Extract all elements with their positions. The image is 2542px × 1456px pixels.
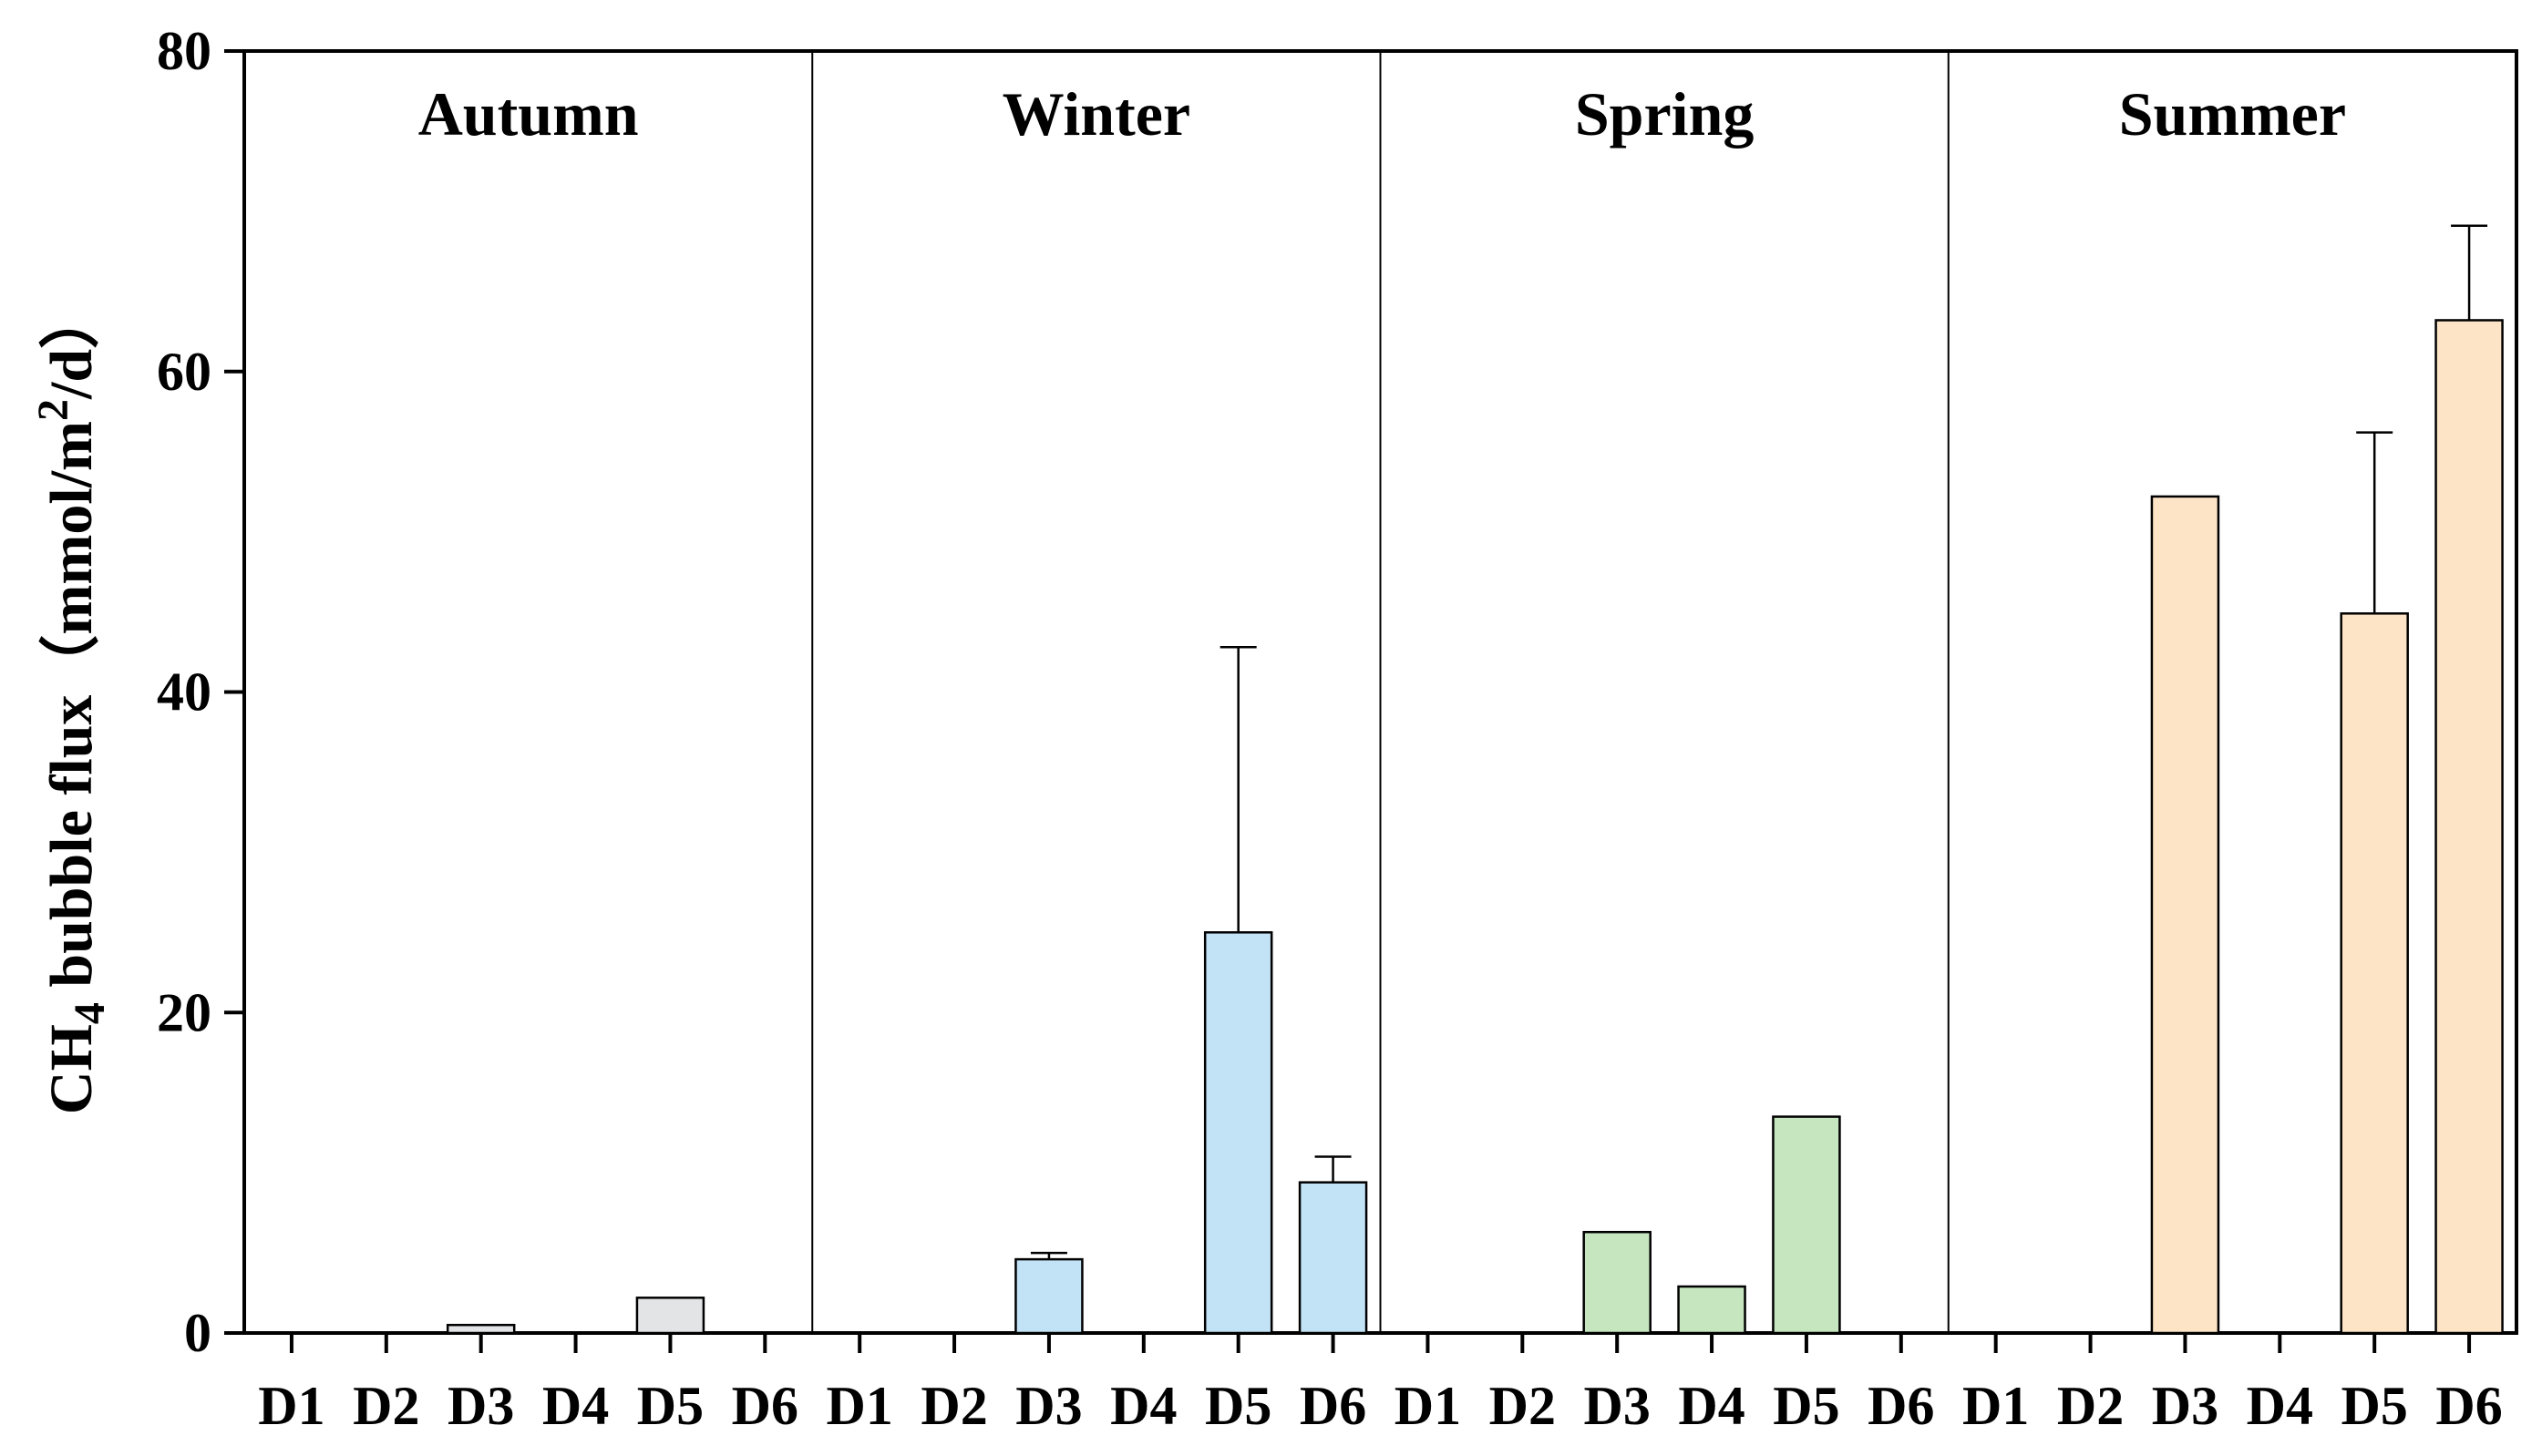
x-tick-label: D1 (1962, 1376, 2029, 1436)
x-tick-label: D4 (542, 1376, 609, 1436)
x-tick-label: D3 (1584, 1376, 1651, 1436)
y-axis-label-prefix: CH (38, 1024, 105, 1114)
season-label: Winter (1003, 79, 1191, 149)
y-axis-label-middle: bubble flux（mmol/m (37, 421, 105, 1002)
x-tick-label: D6 (1300, 1376, 1366, 1436)
x-tick-label: D5 (1205, 1376, 1271, 1436)
bar-summer-d3 (2150, 495, 2220, 1335)
bar-spring-d5 (1772, 1115, 1841, 1335)
season-label: Autumn (418, 79, 639, 149)
x-tick-label: D5 (1773, 1376, 1839, 1436)
x-tick-label: D4 (1110, 1376, 1177, 1436)
x-tick-label: D5 (2341, 1376, 2408, 1436)
bar-autumn-d3 (446, 1323, 516, 1335)
x-tick-label: D2 (2057, 1376, 2124, 1436)
bar-spring-d3 (1582, 1230, 1652, 1335)
bar-summer-d5 (2340, 612, 2409, 1335)
x-tick-label: D2 (353, 1376, 419, 1436)
bar-spring-d4 (1677, 1285, 1746, 1335)
bar-winter-d3 (1014, 1257, 1084, 1335)
x-tick-label: D4 (2247, 1376, 2313, 1436)
x-tick-label: D1 (258, 1376, 324, 1436)
bar-summer-d6 (2434, 319, 2504, 1335)
x-tick-label: D6 (732, 1376, 798, 1436)
y-tick-label: 60 (157, 342, 211, 402)
y-tick-label: 80 (157, 21, 211, 81)
bar-autumn-d5 (635, 1297, 705, 1335)
plot-area: 0 20 40 60 80 Autumn D1 D2 D3 D4 D5 D6 Winter D1 D2 D3 D… (157, 21, 2518, 1436)
y-tick-label: 20 (157, 982, 211, 1042)
x-tick-label: D5 (637, 1376, 704, 1436)
season-label: Spring (1575, 79, 1755, 149)
y-axis-label: CH4 bubble flux（mmol/m2/d） (29, 289, 114, 1114)
x-tick-label: D4 (1678, 1376, 1744, 1436)
y-axis-label-subscript: 4 (66, 1002, 114, 1024)
bar-winter-d5 (1203, 931, 1273, 1335)
bar-winter-d6 (1298, 1181, 1368, 1335)
x-tick-label: D1 (1394, 1376, 1461, 1436)
x-tick-label: D1 (827, 1376, 893, 1436)
y-tick-label: 0 (184, 1303, 211, 1363)
x-tick-label: D2 (921, 1376, 987, 1436)
y-tick-label: 40 (157, 662, 211, 723)
x-tick-label: D2 (1489, 1376, 1556, 1436)
y-axis-label-superscript: 2 (29, 399, 77, 421)
x-tick-label: D3 (448, 1376, 514, 1436)
season-label: Summer (2119, 79, 2346, 149)
x-tick-label: D6 (2435, 1376, 2502, 1436)
x-tick-label: D3 (2152, 1376, 2218, 1436)
x-tick-label: D3 (1015, 1376, 1082, 1436)
y-axis-label-suffix: /d） (37, 289, 105, 400)
x-tick-label: D6 (1868, 1376, 1934, 1436)
